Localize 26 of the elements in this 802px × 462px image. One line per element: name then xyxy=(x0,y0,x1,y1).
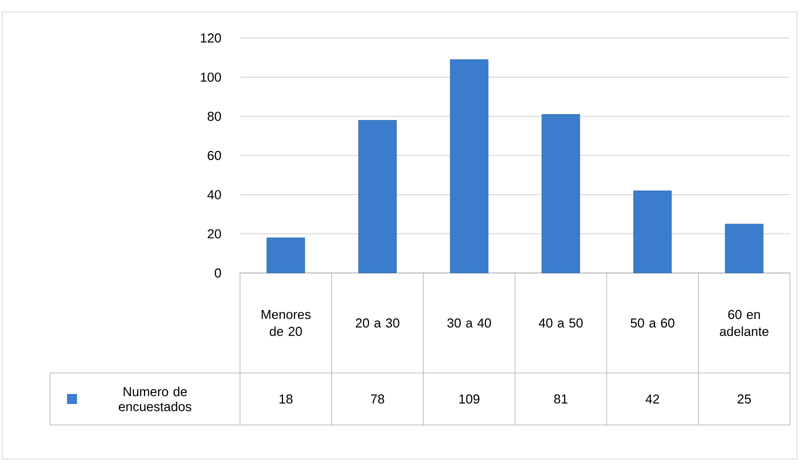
bar xyxy=(633,190,672,274)
text: Numero de encuestados xyxy=(118,386,192,412)
y-tick-label: 20 xyxy=(208,229,221,238)
x-tick-label: 40 a 50 xyxy=(538,318,583,328)
y-tick-label: 80 xyxy=(208,112,221,121)
x-tick-label: 60 en adelante xyxy=(720,310,768,336)
data-label: 25 xyxy=(738,394,751,404)
bar xyxy=(724,224,764,274)
x-tick-label: Menores de 20 xyxy=(262,310,311,336)
y-tick-label: 40 xyxy=(207,190,221,200)
bar xyxy=(358,120,397,274)
y-tick-label: 0 xyxy=(214,268,221,278)
data-label: 109 xyxy=(459,394,480,404)
y-tick-label: 120 xyxy=(200,33,221,43)
x-tick-label: 30 a 40 xyxy=(447,318,491,328)
data-label: 42 xyxy=(646,394,660,404)
y-tick-label: 100 xyxy=(200,72,221,82)
data-label: 78 xyxy=(370,394,384,404)
bar xyxy=(542,114,580,274)
bar xyxy=(450,59,488,274)
x-tick-label: 50 a 60 xyxy=(630,318,674,328)
bar xyxy=(266,238,306,274)
y-tick-label: 60 xyxy=(208,150,221,160)
x-tick-label: 20 a 30 xyxy=(356,318,400,328)
data-label: 18 xyxy=(280,394,292,404)
data-label: 81 xyxy=(554,394,568,404)
